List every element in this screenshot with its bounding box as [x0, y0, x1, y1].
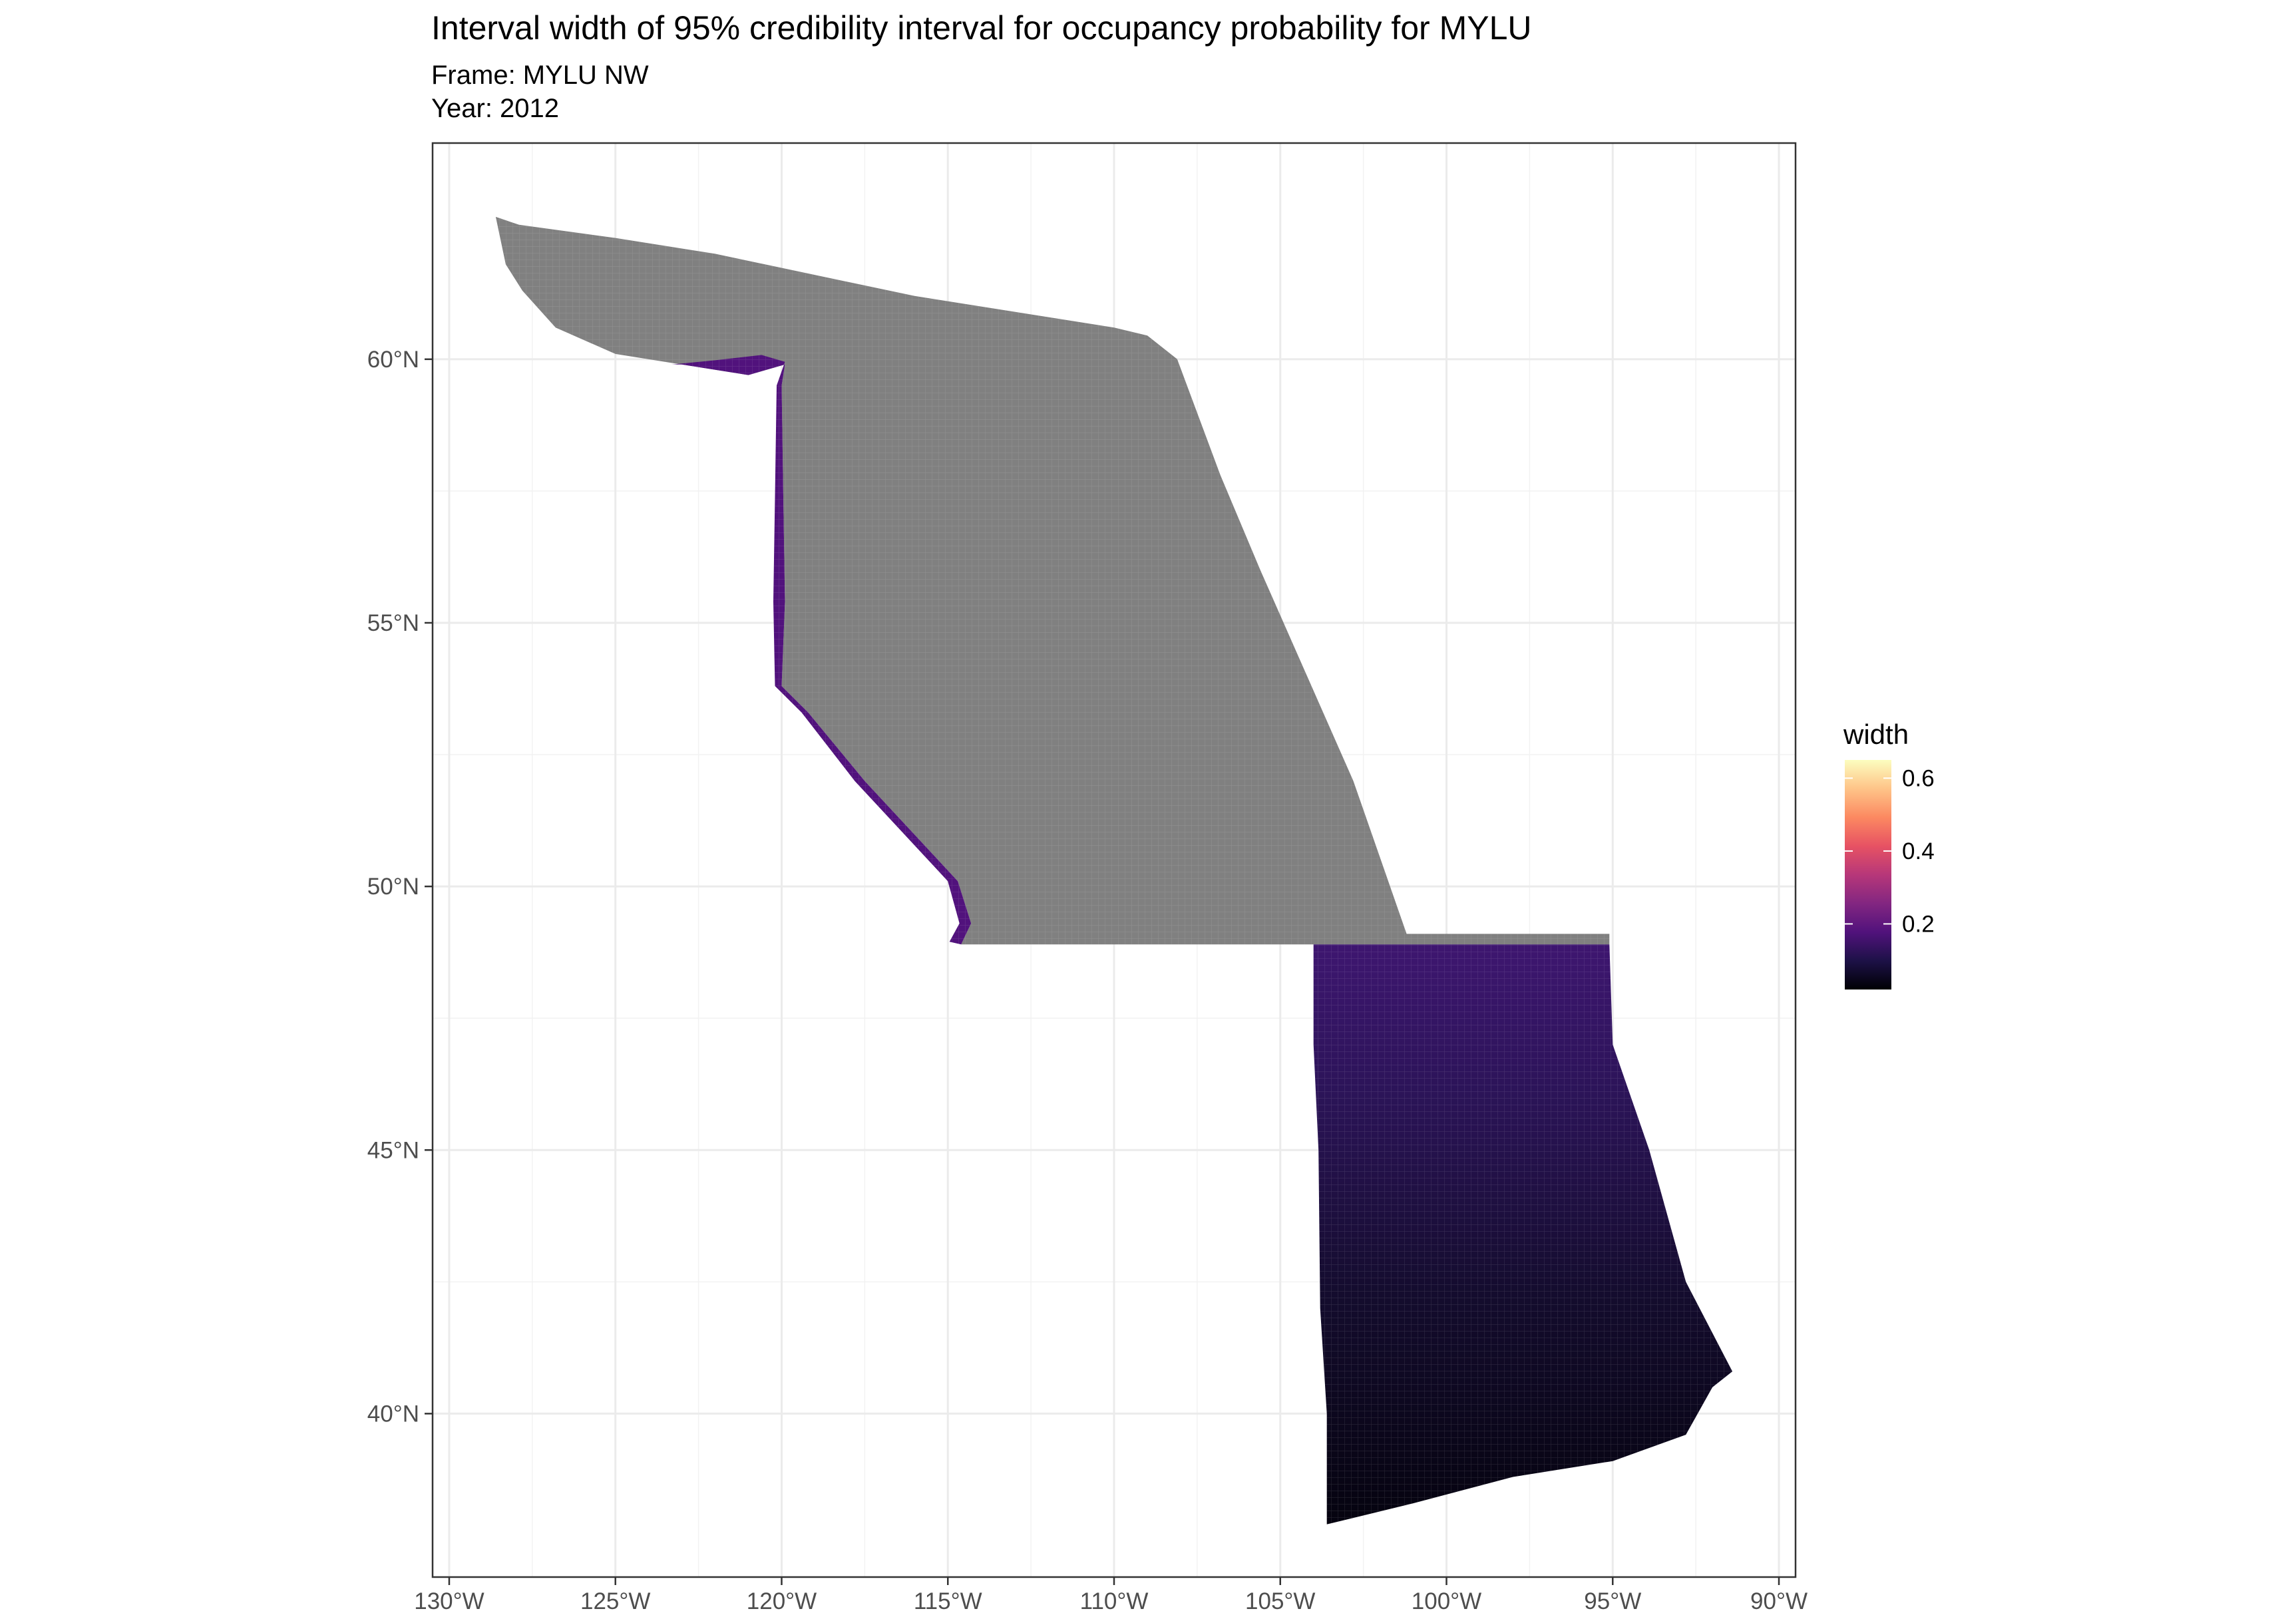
x-tick-label: 130°W	[414, 1588, 484, 1614]
subtitle-frame: Frame: MYLU NW	[431, 61, 649, 90]
legend-tick-label: 0.2	[1902, 911, 1935, 937]
legend-tick-label: 0.6	[1902, 765, 1935, 791]
y-tick-label: 40°N	[367, 1401, 419, 1427]
x-tick-label: 90°W	[1750, 1588, 1808, 1614]
no-data-region-cells	[495, 216, 1610, 945]
map-regions	[495, 216, 1733, 1525]
x-tick-label: 100°W	[1412, 1588, 1481, 1614]
gridlines	[433, 143, 1796, 1577]
x-tick-label: 105°W	[1245, 1588, 1315, 1614]
x-tick-label: 125°W	[580, 1588, 650, 1614]
x-tick-label: 115°W	[914, 1588, 982, 1614]
x-tick-label: 120°W	[747, 1588, 817, 1614]
southern-region-cells	[1313, 944, 1733, 1525]
axes: 130°W 125°W 120°W 115°W 110°W 105°W 100°W 95°W 9…	[367, 347, 1808, 1614]
y-tick-label: 60°N	[367, 347, 419, 373]
chart-title: Interval width of 95% credibility interv…	[431, 9, 1532, 47]
x-tick-label: 110°W	[1080, 1588, 1149, 1614]
legend-tick-label: 0.4	[1902, 838, 1935, 864]
legend: width 0.2 0.4 0.6	[1843, 719, 1935, 989]
subtitle-year: Year: 2012	[431, 94, 560, 123]
legend-title: width	[1843, 719, 1909, 750]
y-tick-label: 45°N	[367, 1137, 419, 1163]
y-tick-label: 50°N	[367, 874, 419, 900]
legend-colorbar	[1845, 760, 1891, 989]
x-tick-label: 95°W	[1584, 1588, 1641, 1614]
y-tick-label: 55°N	[367, 610, 419, 636]
